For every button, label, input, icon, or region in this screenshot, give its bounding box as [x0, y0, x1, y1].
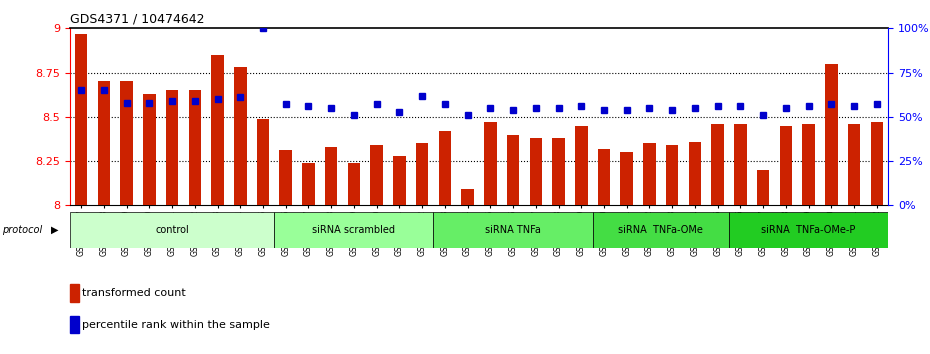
Bar [189, 90, 201, 205]
Bar [439, 131, 451, 205]
FancyBboxPatch shape [729, 212, 888, 248]
Bar [598, 149, 610, 205]
Bar [552, 138, 565, 205]
Bar [620, 152, 633, 205]
Bar [484, 122, 497, 205]
Bar [529, 138, 542, 205]
Bar [211, 55, 224, 205]
Bar [688, 142, 701, 205]
Bar [666, 145, 678, 205]
Bar [70, 316, 79, 333]
Bar [711, 124, 724, 205]
Bar [848, 124, 860, 205]
Bar [279, 150, 292, 205]
Bar [302, 163, 314, 205]
Text: ▶: ▶ [51, 225, 59, 235]
Bar [644, 143, 656, 205]
Bar [575, 126, 588, 205]
Bar [870, 122, 883, 205]
FancyBboxPatch shape [274, 212, 433, 248]
Bar [416, 143, 429, 205]
Text: percentile rank within the sample: percentile rank within the sample [82, 320, 270, 330]
Bar [779, 126, 792, 205]
Bar [98, 81, 110, 205]
Bar [370, 145, 383, 205]
Bar [257, 119, 269, 205]
Bar [143, 94, 155, 205]
Bar [803, 124, 815, 205]
Text: siRNA scrambled: siRNA scrambled [312, 225, 395, 235]
Bar [166, 90, 179, 205]
FancyBboxPatch shape [70, 212, 274, 248]
Bar [757, 170, 769, 205]
Text: siRNA  TNFa-OMe-P: siRNA TNFa-OMe-P [762, 225, 856, 235]
Text: siRNA  TNFa-OMe: siRNA TNFa-OMe [618, 225, 703, 235]
Bar [70, 284, 79, 302]
FancyBboxPatch shape [433, 212, 592, 248]
Bar [348, 163, 360, 205]
Bar [120, 81, 133, 205]
Bar [74, 34, 87, 205]
Bar [734, 124, 747, 205]
Text: siRNA TNFa: siRNA TNFa [485, 225, 541, 235]
Text: GDS4371 / 10474642: GDS4371 / 10474642 [70, 13, 205, 26]
Text: protocol: protocol [2, 225, 42, 235]
Bar [325, 147, 338, 205]
Bar [507, 135, 519, 205]
Text: transformed count: transformed count [82, 288, 186, 298]
Bar [825, 64, 838, 205]
Text: control: control [155, 225, 189, 235]
Bar [393, 156, 405, 205]
Bar [461, 189, 473, 205]
FancyBboxPatch shape [592, 212, 729, 248]
Bar [234, 67, 246, 205]
